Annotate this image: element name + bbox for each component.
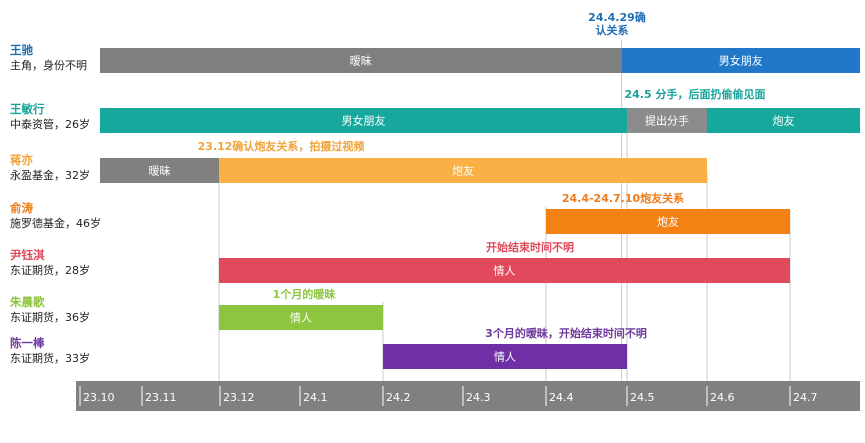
bar-3-0 [546,209,790,234]
person-name: 朱晨歌 [9,295,45,309]
bar-5-0 [219,305,383,330]
x-tick-label: 24.6 [710,391,735,404]
bar-2-0 [100,158,219,183]
x-tick-label: 23.10 [83,391,115,404]
annotation-text: 开始结束时间不明 [486,240,574,254]
x-tick-label: 24.4 [549,391,574,404]
bar-label-4-0: 情人 [494,265,516,278]
x-tick-label: 24.1 [303,391,328,404]
person-desc: 中泰资管，26岁 [10,117,90,131]
bar-label-1-2: 炮友 [773,114,795,128]
person-name: 尹钰淇 [10,248,45,262]
person-desc: 东证期货，33岁 [10,351,90,365]
bar-1-1 [627,108,707,133]
person-name: 俞涛 [9,201,33,215]
bar-0-0 [100,48,622,73]
person-name: 王驰 [10,43,33,57]
bar-6-0 [383,344,627,369]
person-name: 蒋亦 [10,153,33,167]
bar-label-5-0: 情人 [290,312,312,325]
person-name: 陈一棒 [10,336,45,350]
person-name: 王敏行 [10,102,45,116]
annotation-text: 认关系 [596,23,629,37]
bar-label-0-0: 暧昧 [350,54,372,68]
person-desc: 东证期货，28岁 [10,263,90,277]
annotation-text: 1个月的暧昧 [273,287,337,301]
annotation-text: 23.12确认炮友关系，拍摄过视频 [198,139,365,153]
person-desc: 主角，身份不明 [10,58,87,72]
x-tick-label: 23.12 [223,391,255,404]
bar-2-1 [219,158,707,183]
person-desc: 东证期货，36岁 [10,310,90,324]
annotation-text: 24.4-24.7.10炮友关系 [562,191,684,205]
bar-label-6-0: 情人 [494,351,516,364]
bar-label-2-1: 炮友 [452,164,474,178]
bar-1-0 [100,108,627,133]
bar-label-1-0: 男女朋友 [342,114,386,128]
annotation-text: 3个月的暧昧，开始结束时间不明 [485,326,647,340]
person-desc: 施罗德基金，46岁 [10,216,101,230]
bar-label-0-1: 男女朋友 [719,54,763,68]
bar-label-1-1: 提出分手 [645,114,689,128]
x-axis-band [76,381,860,411]
bar-4-0 [219,258,790,283]
x-tick-label: 24.5 [630,391,655,404]
x-tick-label: 24.3 [466,391,491,404]
bar-label-3-0: 炮友 [657,215,679,229]
annotation-text: 24.4.29确 [588,10,646,24]
bar-label-2-0: 暧昧 [149,164,171,178]
bar-1-2 [707,108,860,133]
x-tick-label: 23.11 [145,391,177,404]
x-tick-label: 24.2 [386,391,411,404]
bar-0-1 [621,48,860,73]
person-desc: 永盈基金，32岁 [10,168,90,182]
x-tick-label: 24.7 [793,391,818,404]
annotation-text: 24.5 分手，后面扔偷偷见面 [625,87,766,101]
